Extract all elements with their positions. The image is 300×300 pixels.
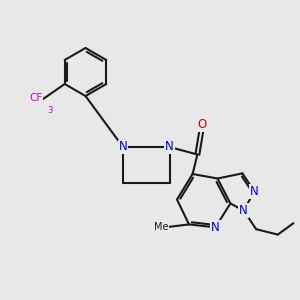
Text: O: O — [197, 118, 206, 131]
Text: N: N — [118, 140, 127, 154]
Text: 3: 3 — [48, 106, 53, 115]
Text: N: N — [165, 140, 174, 154]
Text: N: N — [250, 185, 259, 198]
Text: Me: Me — [154, 222, 168, 232]
Text: CF: CF — [29, 93, 43, 103]
Text: N: N — [211, 221, 220, 234]
Text: N: N — [239, 204, 248, 217]
